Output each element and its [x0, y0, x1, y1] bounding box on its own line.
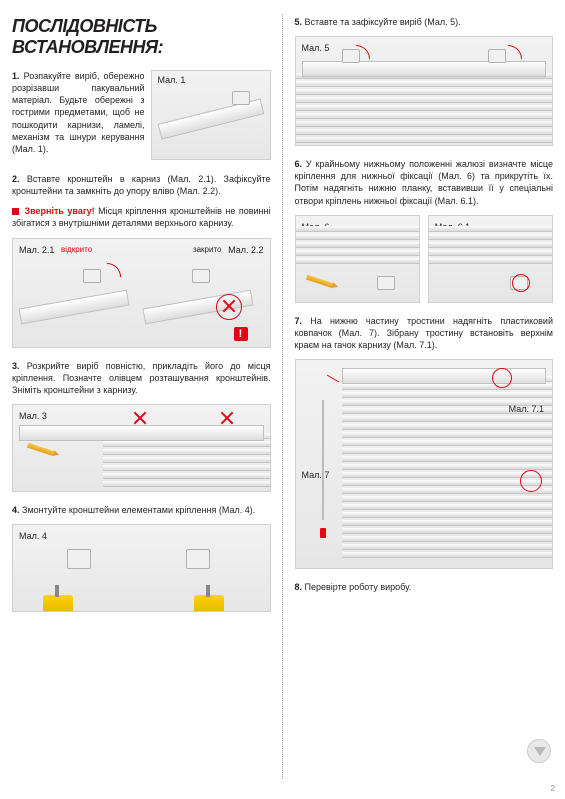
attention-text: Зверніть увагу! Місця кріплення кронштей…	[12, 205, 271, 229]
step-body: Розпакуйте виріб, обережно розрізавши па…	[12, 71, 145, 154]
fig-label: Мал. 2.1	[19, 245, 54, 255]
step-7-text: 7. На нижню частину тростини надягніть п…	[295, 315, 554, 351]
bracket-l	[67, 549, 91, 569]
open-label: відкрито	[61, 245, 92, 254]
figure-6-1: Мал. 6.1	[428, 215, 553, 303]
figure-3: Мал. 3	[12, 404, 271, 492]
wand-cap-icon	[320, 528, 326, 538]
step-2-text: 2. Вставте кронштейн в карниз (Мал. 2.1)…	[12, 173, 271, 197]
left-column: ПОСЛІДОВНІСТЬ ВСТАНОВЛЕННЯ: 1. Розпакуйт…	[0, 0, 283, 799]
bracket-r	[192, 269, 210, 283]
step-body: Змонтуйте кронштейни елементами кріпленн…	[22, 505, 255, 515]
rail-graphic	[342, 368, 547, 384]
red-arrow	[107, 263, 121, 277]
step-3-text: 3. Розкрийте виріб повністю, прикладіть …	[12, 360, 271, 396]
blinds-graphic	[296, 216, 419, 302]
step-body: Перевірте роботу виробу.	[305, 582, 412, 592]
step-body: На нижню частину тростини надягніть плас…	[295, 316, 554, 350]
red-circle	[512, 274, 530, 292]
step-body: Вставте та зафіксуйте виріб (Мал. 5).	[305, 17, 461, 27]
step-1-row: 1. Розпакуйте виріб, обережно розрізавши…	[12, 70, 271, 163]
bracket-l	[83, 269, 101, 283]
fig-label: Мал. 4	[19, 531, 47, 541]
step-body: У крайньому нижньому положенні жалюзі ви…	[295, 159, 554, 205]
step-num: 3.	[12, 361, 20, 371]
step-num: 4.	[12, 505, 20, 515]
right-column: 5. Вставте та зафіксуйте виріб (Мал. 5).…	[283, 0, 565, 799]
fig-label: Мал. 7.1	[509, 404, 544, 414]
step-num: 5.	[295, 17, 303, 27]
fig-label: Мал. 2.2	[228, 245, 263, 255]
fig-label: Мал. 1	[158, 75, 186, 85]
step-5-text: 5. Вставте та зафіксуйте виріб (Мал. 5).	[295, 16, 554, 28]
rail-graphic	[302, 61, 547, 77]
bracket-graphic	[377, 276, 395, 290]
red-circle	[520, 470, 542, 492]
figure-1: Мал. 1	[151, 70, 271, 160]
red-circle	[492, 368, 512, 388]
bracket-r	[186, 549, 210, 569]
figure-7: Мал. 7 Мал. 7.1	[295, 359, 554, 569]
bracket-r	[488, 49, 506, 63]
step-6-text: 6. У крайньому нижньому положенні жалюзі…	[295, 158, 554, 207]
rail-left	[18, 289, 129, 324]
page-number: 2	[551, 784, 555, 793]
step-num: 7.	[295, 316, 303, 326]
figure-5: Мал. 5	[295, 36, 554, 146]
closed-label: закрито	[193, 245, 222, 254]
blinds-graphic	[342, 360, 553, 568]
red-x-icon	[222, 299, 236, 313]
step-body: Розкрийте виріб повністю, прикладіть йог…	[12, 361, 271, 395]
wand-graphic	[322, 400, 324, 520]
figure-4: Мал. 4	[12, 524, 271, 612]
figure-6-row: Мал. 6 Мал. 6.1	[295, 215, 554, 315]
red-x-icon	[133, 411, 147, 425]
bracket-graphic	[232, 91, 250, 105]
step-8-text: 8. Перевірте роботу виробу.	[295, 581, 554, 593]
step-body: Вставте кронштейн в карниз (Мал. 2.1). З…	[12, 174, 271, 196]
step-num: 2.	[12, 174, 20, 184]
attention-icon	[12, 208, 19, 215]
blinds-graphic	[429, 216, 552, 302]
step-num: 1.	[12, 71, 20, 81]
drill-icon	[194, 595, 224, 612]
step-num: 6.	[295, 159, 303, 169]
rail-graphic	[19, 425, 264, 441]
fig-label: Мал. 7	[302, 470, 330, 480]
figure-6: Мал. 6	[295, 215, 420, 303]
drill-icon	[43, 595, 73, 612]
figure-2: Мал. 2.1 відкрито закрито Мал. 2.2 !	[12, 238, 271, 348]
red-line	[326, 375, 339, 383]
red-x-icon	[220, 411, 234, 425]
exclaim-icon: !	[234, 327, 248, 341]
page-title: ПОСЛІДОВНІСТЬ ВСТАНОВЛЕННЯ:	[12, 16, 271, 58]
attention-label: Зверніть увагу!	[25, 206, 95, 216]
step-1-text: 1. Розпакуйте виріб, обережно розрізавши…	[12, 70, 145, 155]
scroll-down-icon	[527, 739, 551, 763]
step-num: 8.	[295, 582, 303, 592]
step-4-text: 4. Змонтуйте кронштейни елементами кріпл…	[12, 504, 271, 516]
